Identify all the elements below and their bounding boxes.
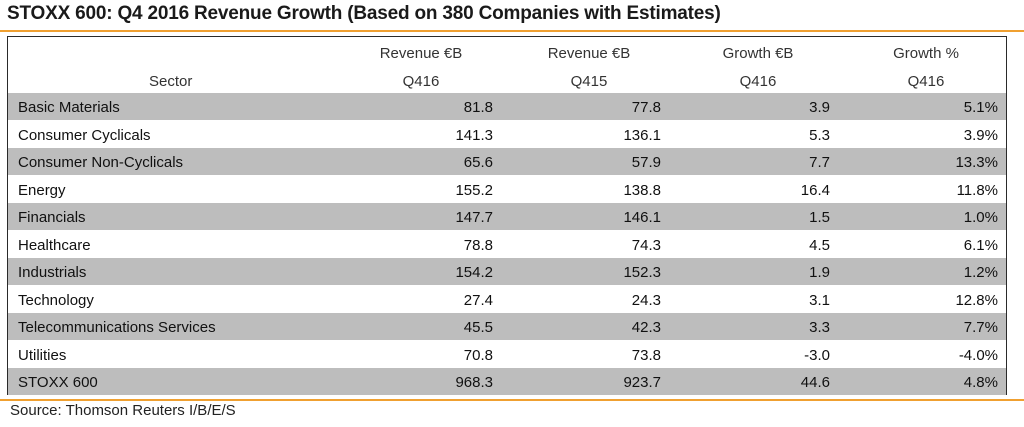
table-row: Energy 155.2 138.8 16.4 11.8% [8, 176, 1006, 203]
revenue-q415-cell: 42.3 [631, 319, 661, 336]
growth-eur-cell: 3.3 [809, 319, 830, 336]
revenue-q415-cell: 24.3 [631, 291, 661, 309]
table-row: Industrials 154.2 152.3 1.9 1.2% [8, 258, 1006, 285]
growth-pct-cell: 5.1% [963, 99, 998, 116]
table-row: Utilities 70.8 73.8 -3.0 -4.0% [8, 341, 1006, 368]
revenue-q415-cell: 146.1 [623, 209, 661, 226]
growth-pct-cell: 1.2% [963, 264, 998, 281]
sector-cell: Industrials [18, 264, 87, 281]
table-row: Basic Materials 81.8 77.8 3.9 5.1% [8, 93, 1006, 120]
sector-cell: Telecommunications Services [18, 319, 216, 336]
growth-eur-cell: 4.5 [809, 236, 830, 254]
growth-pct-cell: 7.7% [963, 319, 998, 336]
growth-eur-cell: 7.7 [809, 154, 830, 171]
growth-eur-cell: 1.5 [809, 209, 830, 226]
revenue-q416-cell: 154.2 [455, 264, 493, 281]
header-sector: Sector [149, 73, 193, 90]
revenue-q415-cell: 74.3 [631, 236, 661, 254]
table-row: Technology 27.4 24.3 3.1 12.8% [8, 286, 1006, 313]
sector-cell: Utilities [18, 346, 67, 364]
total-row: STOXX 600 968.3 923.7 44.6 4.8% [8, 368, 1006, 395]
header-revenue-q415-line1: Revenue €B [547, 45, 631, 62]
revenue-q416-cell: 141.3 [455, 126, 493, 144]
growth-eur-cell: 3.9 [809, 99, 830, 116]
revenue-q416-cell: 45.5 [463, 319, 493, 336]
sector-cell: Consumer Cyclicals [18, 126, 151, 144]
sector-cell: Healthcare [18, 236, 91, 254]
sector-cell: STOXX 600 [18, 374, 98, 391]
page-title: STOXX 600: Q4 2016 Revenue Growth (Based… [7, 3, 721, 24]
revenue-q416-cell: 27.4 [463, 291, 493, 309]
growth-pct-cell: 12.8% [955, 291, 998, 309]
revenue-q416-cell: 78.8 [463, 236, 493, 254]
header-revenue-q415-line2: Q415 [570, 73, 608, 90]
sector-cell: Energy [18, 181, 66, 199]
revenue-q415-cell: 136.1 [623, 126, 661, 144]
revenue-q416-cell: 155.2 [455, 181, 493, 199]
growth-pct-cell: 4.8% [963, 374, 998, 391]
growth-eur-cell: 44.6 [800, 374, 830, 391]
growth-pct-cell: 3.9% [963, 126, 998, 144]
revenue-q415-cell: 923.7 [623, 374, 661, 391]
header-growth-pct-line1: Growth % [893, 45, 959, 62]
sector-cell: Financials [18, 209, 86, 226]
sector-cell: Basic Materials [18, 99, 120, 116]
table-row: Financials 147.7 146.1 1.5 1.0% [8, 203, 1006, 230]
header-revenue-q416-line1: Revenue €B [379, 45, 463, 62]
table-row: Healthcare 78.8 74.3 4.5 6.1% [8, 231, 1006, 258]
sector-cell: Technology [18, 291, 94, 309]
growth-pct-cell: 13.3% [955, 154, 998, 171]
growth-pct-cell: 11.8% [956, 181, 998, 199]
growth-pct-cell: 6.1% [963, 236, 998, 254]
revenue-q416-cell: 65.6 [463, 154, 493, 171]
sector-cell: Consumer Non-Cyclicals [18, 154, 184, 171]
table-row: Telecommunications Services 45.5 42.3 3.3 7.… [8, 313, 1006, 340]
header-growth-eur-line2: Q416 [739, 73, 777, 90]
source-note: Source: Thomson Reuters I/B/E/S [10, 402, 236, 419]
growth-eur-cell: 16.4 [800, 181, 830, 199]
header-growth-eur-line1: Growth €B [722, 45, 794, 62]
growth-eur-cell: -3.0 [804, 346, 830, 364]
title-rule [0, 30, 1024, 32]
growth-eur-cell: 1.9 [809, 264, 830, 281]
revenue-q415-cell: 77.8 [631, 99, 661, 116]
growth-pct-cell: -4.0% [958, 346, 998, 364]
revenue-q415-cell: 152.3 [623, 264, 661, 281]
header-growth-pct-line2: Q416 [907, 73, 945, 90]
growth-pct-cell: 1.0% [963, 209, 998, 226]
revenue-q415-cell: 138.8 [623, 181, 661, 199]
footer-rule [0, 399, 1024, 401]
revenue-q415-cell: 73.8 [631, 346, 661, 364]
header-revenue-q416-line2: Q416 [402, 73, 440, 90]
revenue-q416-cell: 968.3 [455, 374, 493, 391]
growth-eur-cell: 3.1 [809, 291, 830, 309]
growth-eur-cell: 5.3 [809, 126, 830, 144]
table-row: Consumer Non-Cyclicals 65.6 57.9 7.7 13.3% [8, 148, 1006, 175]
revenue-q416-cell: 81.8 [463, 99, 493, 116]
revenue-q416-cell: 70.8 [463, 346, 493, 364]
table-row: Consumer Cyclicals 141.3 136.1 5.3 3.9% [8, 121, 1006, 148]
revenue-q416-cell: 147.7 [455, 209, 493, 226]
revenue-q415-cell: 57.9 [631, 154, 661, 171]
